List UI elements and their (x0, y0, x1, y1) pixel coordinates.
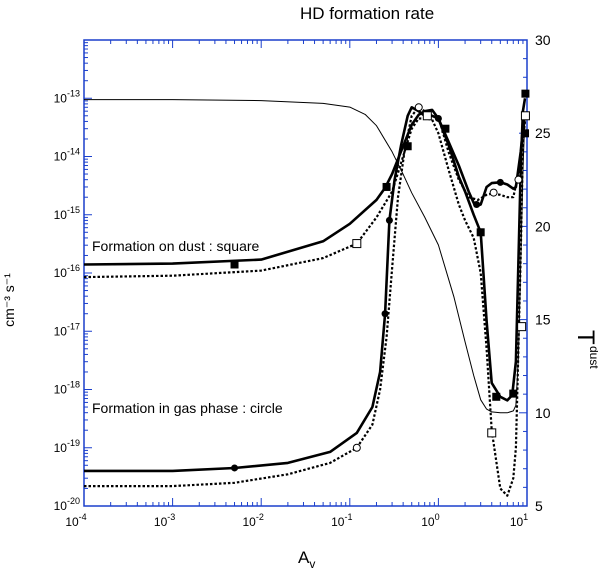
marker-open-square (487, 428, 497, 438)
plot-border (83, 39, 528, 507)
marker-filled-square (521, 89, 530, 98)
x-tick-base: 10 (421, 515, 435, 529)
y-right-tick-label: 10 (535, 405, 551, 421)
axis-ticks (83, 39, 528, 507)
marker-filled-square (476, 228, 485, 237)
marker-filled-square (403, 142, 412, 151)
marker-open-square (520, 111, 530, 121)
y-left-tick-label: 10-16 (54, 263, 80, 280)
x-tick-label: 10-3 (154, 512, 175, 529)
y-right-tick-label: 15 (535, 312, 551, 328)
x-axis-label: Av (298, 548, 315, 571)
x-tick-exponent: 1 (523, 512, 528, 522)
y-right-tick-label: 5 (535, 498, 543, 514)
marker-filled-square (509, 389, 518, 398)
x-tick-base: 10 (510, 515, 524, 529)
y-left-tick-label: 10-20 (54, 496, 80, 513)
marker-open-square (517, 322, 527, 332)
series-line-3 (84, 106, 527, 488)
marker-filled-circle (434, 114, 442, 122)
marker-open-square (422, 111, 432, 121)
y-tick-exponent: -17 (67, 321, 80, 331)
series-line-1 (83, 115, 527, 497)
marker-filled-square (230, 260, 239, 269)
marker-open-circle (352, 443, 361, 452)
series-layer (83, 98, 527, 497)
x-tick-base: 10 (243, 515, 257, 529)
y-left-tick-label: 10-14 (54, 147, 80, 164)
plot-frame (83, 39, 528, 507)
x-tick-exponent: -4 (79, 512, 87, 522)
y-tick-base: 10 (54, 208, 68, 222)
y-left-axis-label: cm⁻³ s⁻¹ (1, 273, 17, 327)
x-tick-exponent: -3 (167, 512, 175, 522)
x-tick-label: 100 (421, 512, 439, 529)
x-tick-base: 10 (65, 515, 79, 529)
y-tick-base: 10 (54, 383, 68, 397)
x-tick-exponent: -2 (256, 512, 264, 522)
y-left-tick-label: 10-17 (54, 321, 80, 338)
y-left-tick-label: 10-15 (54, 205, 80, 222)
marker-filled-circle (521, 129, 529, 137)
y-right-axis-label-main: T (572, 330, 598, 345)
marker-open-circle (489, 188, 498, 197)
y-tick-exponent: -15 (67, 205, 80, 215)
y-left-tick-label: 10-18 (54, 380, 80, 397)
y-right-tick-label: 20 (535, 218, 551, 234)
x-axis-label-main: A (298, 548, 310, 567)
y-tick-base: 10 (54, 324, 68, 338)
annotation-gas: Formation in gas phase : circle (92, 400, 283, 416)
marker-filled-circle (496, 178, 504, 186)
y-tick-base: 10 (54, 441, 68, 455)
marker-filled-square (441, 124, 450, 133)
y-tick-exponent: -13 (67, 88, 80, 98)
y-left-tick-label: 10-19 (54, 438, 80, 455)
x-tick-label: 101 (510, 512, 528, 529)
x-tick-label: 10-2 (243, 512, 264, 529)
y-tick-exponent: -18 (67, 380, 80, 390)
marker-open-square (352, 239, 362, 249)
y-tick-base: 10 (54, 499, 68, 513)
marker-open-circle (514, 175, 523, 184)
y-right-tick-labels: 30 25 20 15 10 5 (535, 32, 551, 514)
marker-filled-circle (385, 216, 393, 224)
x-tick-label: 10-4 (65, 512, 86, 529)
y-tick-base: 10 (54, 266, 68, 280)
marker-filled-circle (231, 464, 239, 472)
chart-title: HD formation rate (300, 4, 434, 23)
y-right-axis-label: T dust (572, 330, 598, 369)
annotation-dust: Formation on dust : square (92, 238, 260, 254)
x-tick-exponent: -1 (344, 512, 352, 522)
y-tick-base: 10 (54, 150, 68, 164)
x-tick-base: 10 (154, 515, 168, 529)
x-tick-label: 10-1 (331, 512, 352, 529)
marker-filled-square (382, 182, 391, 191)
marker-filled-circle (381, 310, 389, 318)
y-right-tick-label: 25 (535, 125, 551, 141)
marker-filled-circle (473, 200, 481, 208)
y-right-tick-label: 30 (535, 32, 551, 48)
y-tick-exponent: -19 (67, 438, 80, 448)
series-line-4 (84, 99, 526, 414)
y-tick-exponent: -20 (67, 496, 80, 506)
series-line-2 (84, 106, 527, 473)
x-axis-label-sub: v (309, 557, 315, 571)
y-tick-base: 10 (54, 91, 68, 105)
marker-filled-square (492, 392, 501, 401)
marker-open-circle (414, 103, 423, 112)
x-tick-labels: 10-4 10-3 10-2 10-1 100 101 (65, 512, 528, 529)
x-tick-base: 10 (331, 515, 345, 529)
y-tick-exponent: -16 (67, 263, 80, 273)
y-left-tick-label: 10-13 (54, 88, 80, 105)
y-right-axis-label-sub: dust (587, 346, 598, 369)
marker-layer (230, 89, 530, 472)
y-tick-exponent: -14 (67, 147, 80, 157)
x-tick-exponent: 0 (435, 512, 440, 522)
